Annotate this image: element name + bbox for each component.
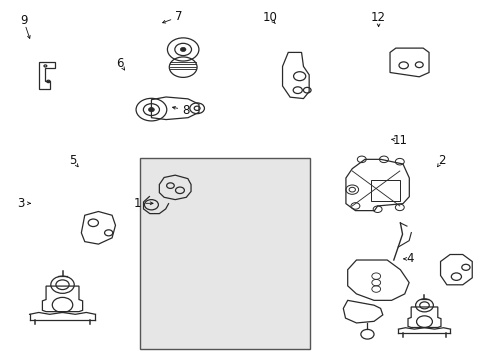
Text: 1: 1 (133, 197, 141, 210)
Text: 4: 4 (406, 252, 413, 265)
Text: 8: 8 (182, 104, 189, 117)
Text: 3: 3 (18, 197, 25, 210)
Circle shape (180, 48, 185, 51)
Text: 12: 12 (370, 12, 386, 24)
Bar (140, 158, 310, 348)
Text: 7: 7 (175, 10, 182, 23)
Text: 10: 10 (263, 12, 277, 24)
Text: 2: 2 (437, 154, 445, 167)
Text: 6: 6 (116, 57, 123, 70)
Text: 5: 5 (69, 154, 77, 167)
Text: 11: 11 (392, 134, 407, 147)
Text: 9: 9 (20, 14, 27, 27)
Circle shape (148, 108, 154, 112)
Bar (370, 180, 399, 201)
